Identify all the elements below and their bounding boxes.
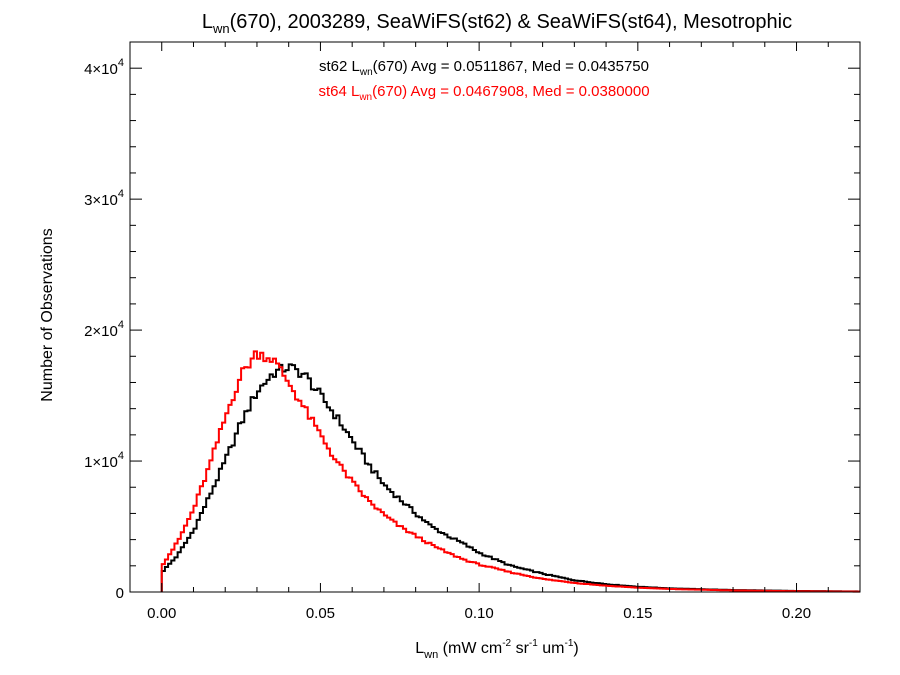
y-tick-label: 4×104 <box>84 57 124 78</box>
x-tick-label: 0.15 <box>623 605 652 622</box>
x-tick-label: 0.00 <box>147 605 176 622</box>
y-tick-label: 2×104 <box>84 319 124 340</box>
tick-layer: 0.00 0.05 0.10 0.15 0.20 0 1×104 2×104 3×104 4×10… <box>84 42 861 622</box>
x-tick-label: 0.20 <box>782 605 811 622</box>
x-tick-label: 0.05 <box>306 605 335 622</box>
x-tick-label: 0.10 <box>465 605 494 622</box>
chart-title: Lwn(670), 2003289, SeaWiFS(st62) & SeaWi… <box>202 11 792 36</box>
y-tick-label: 0 <box>116 585 124 602</box>
series-st64-histogram <box>160 350 860 593</box>
legend-st64: st64 Lwn(670) Avg = 0.0467908, Med = 0.0… <box>318 83 649 103</box>
series-layer <box>160 350 860 593</box>
y-axis-label: Number of Observations <box>39 228 56 401</box>
series-st62-histogram <box>160 363 860 593</box>
legend-st62: st62 Lwn(670) Avg = 0.0511867, Med = 0.0… <box>319 58 649 78</box>
y-tick-label: 1×104 <box>84 450 124 471</box>
y-tick-label: 3×104 <box>84 188 124 209</box>
plot-frame <box>129 41 861 593</box>
x-axis-label: Lwn (mW cm-2 sr-1 um-1) <box>415 638 578 661</box>
